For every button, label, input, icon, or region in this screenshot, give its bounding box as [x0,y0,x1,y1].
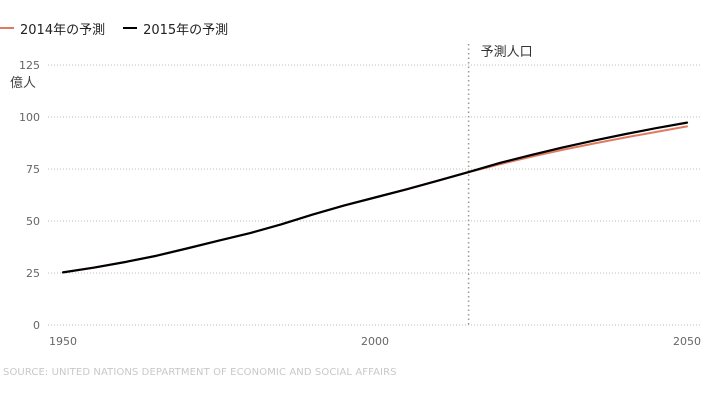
y-tick-label: 0 [33,319,40,332]
y-tick-label: 125 [19,59,40,72]
grid [48,64,702,326]
projection-label: 予測人口 [481,45,533,60]
x-tick-label: 2000 [361,335,389,348]
y-tick-label: 50 [26,215,40,228]
y-tick-label: 75 [26,163,40,176]
legend-item-2015: 2015年の予測 [123,19,228,38]
axes: 0 25 50 75 100 125 1950 2000 2050 [19,59,701,348]
legend-swatch-2014 [0,27,14,29]
x-tick-label: 1950 [49,335,77,348]
y-axis-unit-label: 億人 [10,75,36,91]
series-line-2015 [61,121,689,274]
legend-swatch-2015 [123,27,138,29]
projection-annotation: 予測人口 [467,44,533,325]
series-line-2014 [62,125,688,274]
legend: 2014年の予測 2015年の予測 [0,18,228,38]
series [61,121,689,274]
y-tick-label: 25 [26,267,40,280]
legend-label-2015: 2015年の予測 [143,22,229,38]
legend-item-2014: 2014年の予測 [0,19,105,38]
x-tick-label: 2050 [673,335,701,348]
source-note: SOURCE: UNITED NATIONS DEPARTMENT OF ECO… [3,367,397,378]
y-tick-label: 100 [19,111,40,124]
legend-label-2014: 2014年の予測 [20,22,106,38]
